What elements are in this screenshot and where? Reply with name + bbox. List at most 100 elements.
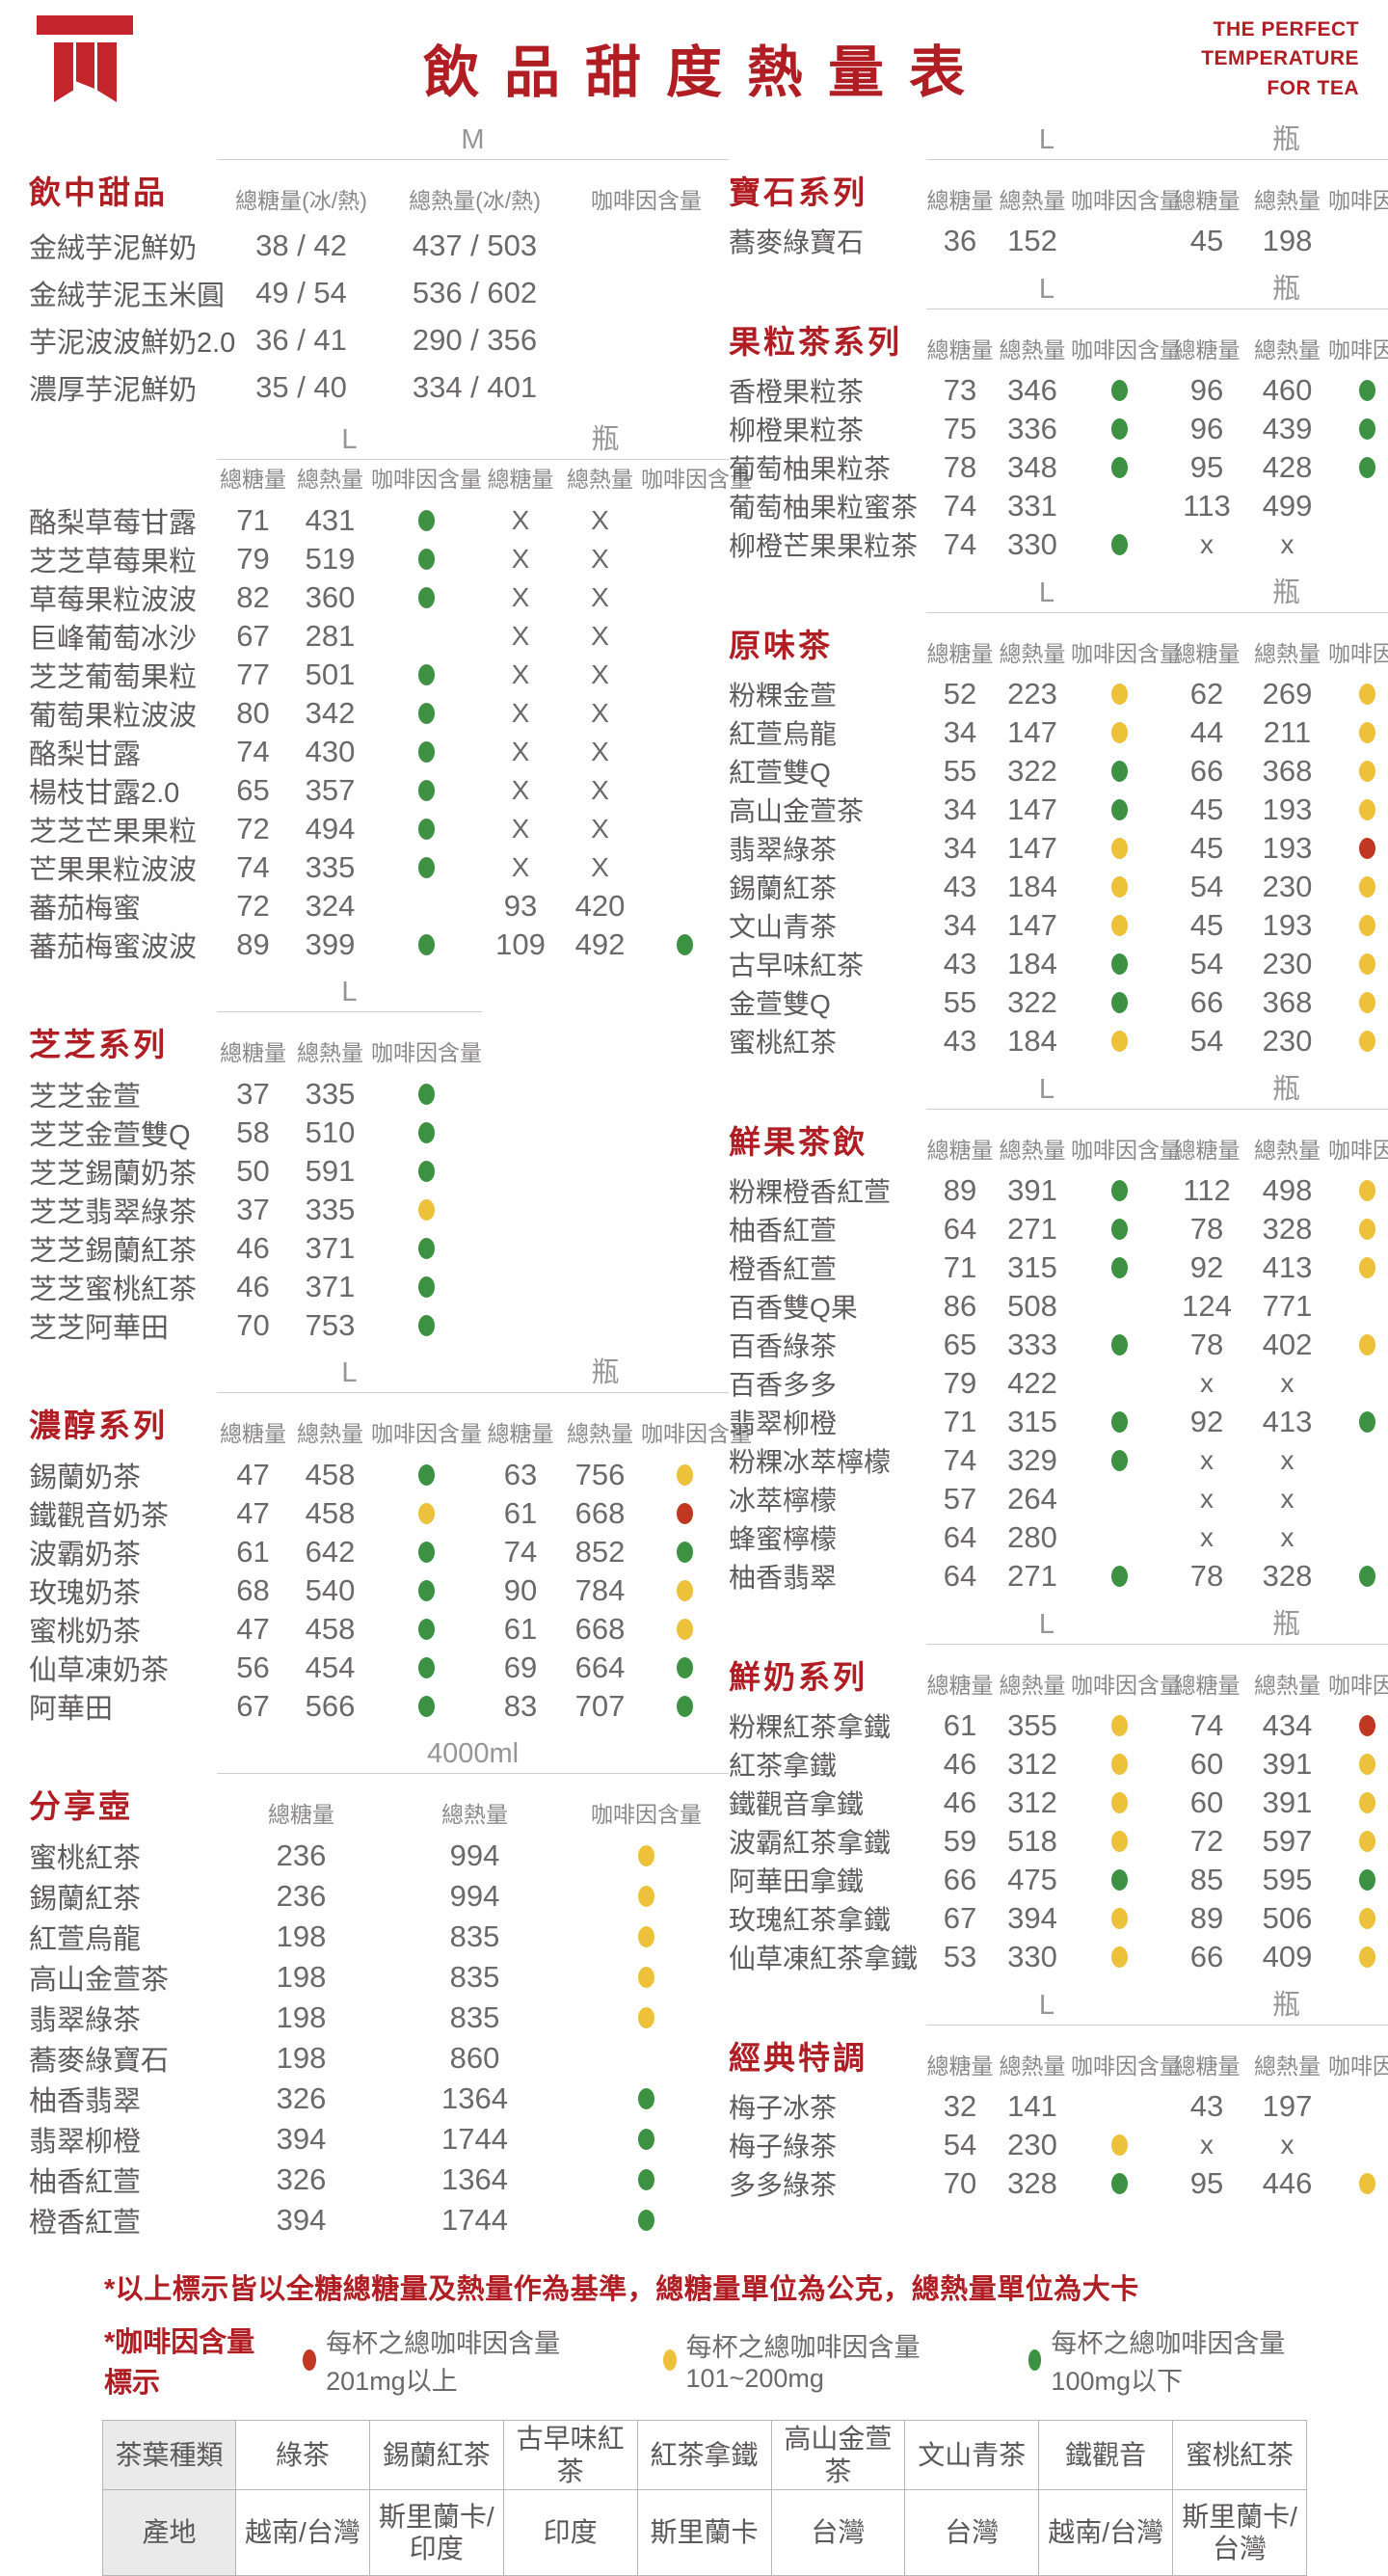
caffeine-dot-yellow bbox=[1358, 684, 1375, 705]
column-label: 總熱量 bbox=[1254, 2053, 1321, 2079]
section-rows: 蕎麥綠寶石 36 152 45 198 bbox=[729, 222, 1388, 260]
menu-row: 百香多多 79 422 x x bbox=[729, 1364, 1388, 1403]
caffeine-dot-green bbox=[1358, 1411, 1375, 1433]
caffeine-dot-green bbox=[418, 587, 435, 608]
caffeine-dot-yellow bbox=[677, 1580, 693, 1601]
calorie-value: 508 bbox=[1007, 1289, 1057, 1323]
caffeine-dot-yellow bbox=[1358, 722, 1375, 743]
menu-row: 百香雙Q果 86 508 124 771 bbox=[729, 1287, 1388, 1326]
menu-row: 粉粿橙香紅萱 89 391 112 498 bbox=[729, 1171, 1388, 1210]
not-available-mark: X bbox=[591, 582, 609, 612]
caffeine-cell bbox=[1071, 1908, 1167, 1929]
calorie-value: 197 bbox=[1262, 2089, 1313, 2123]
caffeine-dot-green bbox=[1110, 992, 1128, 1013]
calorie-value: 394 bbox=[1007, 1901, 1057, 1935]
not-available-mark: x bbox=[1280, 2130, 1295, 2160]
not-available-mark: X bbox=[511, 659, 530, 689]
tagline-line: TEMPERATURE bbox=[1201, 47, 1359, 70]
size-underline bbox=[217, 1011, 482, 1012]
item-name: 粉粿金萱 bbox=[729, 681, 838, 711]
caffeine-dot-green bbox=[418, 664, 435, 685]
item-name: 芒果果粒波波 bbox=[29, 855, 198, 886]
item-name: 仙草凍紅茶拿鐵 bbox=[729, 1944, 919, 1973]
menu-section: L瓶原味茶總糖量總熱量咖啡因含量總糖量總熱量咖啡因含量粉粿金萱522236226… bbox=[729, 577, 1388, 1060]
not-available-mark: X bbox=[511, 852, 530, 882]
item-name: 柚香翡翠 bbox=[29, 2086, 142, 2117]
caffeine-cell bbox=[371, 818, 482, 840]
calorie-value: 454 bbox=[305, 1650, 356, 1684]
calorie-value: 428 bbox=[1262, 450, 1313, 484]
caffeine-cell bbox=[371, 1503, 482, 1524]
sugar-value: 113 bbox=[1183, 489, 1231, 523]
calorie-value: 371 bbox=[305, 1231, 356, 1265]
calorie-value: 756 bbox=[574, 1458, 626, 1491]
size-label: L bbox=[1038, 577, 1055, 608]
item-name: 粉粿橙香紅萱 bbox=[729, 1177, 892, 1207]
item-name: 古早味紅茶 bbox=[729, 951, 865, 980]
size-label: 瓶 bbox=[1271, 577, 1300, 608]
menu-row: 葡萄果粒波波 80 342 X X bbox=[29, 693, 729, 732]
page-header: 飲品甜度熱量表 THE PERFECT TEMPERATURE FOR TEA bbox=[0, 0, 1388, 123]
caffeine-dot-yellow bbox=[418, 1199, 435, 1221]
caffeine-dot-green bbox=[418, 703, 435, 724]
sugar-value: 66 bbox=[1189, 754, 1224, 788]
calorie-value: 368 bbox=[1262, 985, 1313, 1019]
section-title: 鮮果茶飲 bbox=[729, 1124, 868, 1160]
origin-row: 產地 越南/台灣 斯里蘭卡/印度 印度 斯里蘭卡 台灣 台灣 越南/台灣 斯里蘭卡/台灣 bbox=[102, 2489, 1307, 2576]
caffeine-cell bbox=[1071, 1566, 1167, 1587]
caffeine-cell bbox=[1328, 1334, 1388, 1355]
menu-section: 4000ml 分享壺 總糖量 總熱量 咖啡因含量 蜜桃紅茶 236 994 錫蘭紅茶 236 994… bbox=[29, 1737, 729, 2241]
calorie-value: 328 bbox=[1007, 2166, 1057, 2200]
caffeine-dot-yellow bbox=[1358, 1908, 1375, 1929]
menu-row: 翡翠綠茶 198 835 bbox=[29, 1998, 729, 2038]
sugar-value: 46 bbox=[943, 1785, 977, 1819]
caffeine-cell bbox=[371, 934, 482, 955]
menu-row: 翡翠柳橙 394 1744 bbox=[29, 2119, 729, 2160]
item-name: 波霸紅茶拿鐵 bbox=[729, 1828, 892, 1858]
calorie-value: 368 bbox=[1262, 754, 1313, 788]
sugar-value: 124 bbox=[1182, 1289, 1232, 1323]
menu-row: 高山金萱茶 34 147 45 193 bbox=[729, 791, 1388, 829]
section-title: 濃醇系列 bbox=[29, 1408, 168, 1443]
table-cell: 越南/台灣 bbox=[1038, 2489, 1174, 2576]
sugar-value: 72 bbox=[1189, 1824, 1224, 1858]
caffeine-cell bbox=[641, 1503, 729, 1524]
sugar-value: 75 bbox=[943, 412, 977, 445]
caffeine-dot-green bbox=[677, 1657, 693, 1678]
not-available-mark: x bbox=[1280, 1445, 1295, 1475]
caffeine-dot-yellow bbox=[1110, 684, 1128, 705]
menu-row: 翡翠柳橙 71 315 92 413 bbox=[729, 1403, 1388, 1441]
size-underline bbox=[217, 1773, 729, 1774]
calorie-value: 346 bbox=[1007, 373, 1057, 407]
sugar-value: 50 bbox=[236, 1154, 270, 1188]
sugar-value: 61 bbox=[943, 1708, 977, 1742]
item-name: 百香多多 bbox=[729, 1370, 838, 1400]
caffeine-cell bbox=[371, 1696, 482, 1717]
not-available-mark: X bbox=[591, 659, 609, 689]
size-underline bbox=[482, 459, 729, 460]
table-cell: 斯里蘭卡 bbox=[636, 2489, 772, 2576]
size-header-row: L bbox=[29, 976, 729, 1012]
caffeine-dot-green bbox=[418, 857, 435, 878]
column-label: 總熱量 bbox=[999, 641, 1066, 666]
menu-section: L 瓶濃醇系列 總糖量 總熱量 咖啡因含量 總糖量 總熱量 咖啡因含量 錫蘭奶茶 47 458 63 7… bbox=[29, 1356, 752, 1725]
column-label: 總糖量 bbox=[926, 337, 994, 362]
not-available-mark: X bbox=[591, 544, 609, 574]
item-name: 鐵觀音拿鐵 bbox=[729, 1789, 865, 1819]
caffeine-dot-yellow bbox=[638, 1926, 654, 1947]
sugar-value: 72 bbox=[236, 889, 270, 923]
column-label: 總熱量 bbox=[999, 337, 1066, 362]
caffeine-cell bbox=[641, 1619, 729, 1640]
menu-row: 金絨芋泥鮮奶 38 / 42 437 / 503 bbox=[29, 222, 729, 269]
calorie-value: 597 bbox=[1262, 1824, 1313, 1858]
sugar-value: 67 bbox=[236, 1689, 270, 1723]
column-label: 總糖量 bbox=[220, 1421, 286, 1446]
menu-row: 冰萃檸檬 57 264 x x bbox=[729, 1480, 1388, 1518]
menu-row: 錫蘭紅茶 43 184 54 230 bbox=[729, 868, 1388, 906]
item-name: 芝芝金萱雙Q bbox=[29, 1120, 191, 1151]
caffeine-cell bbox=[371, 1464, 482, 1486]
caffeine-legend-item: 每杯之總咖啡因含量101~200mg bbox=[662, 2326, 988, 2394]
calorie-value: 994 bbox=[449, 1838, 500, 1872]
